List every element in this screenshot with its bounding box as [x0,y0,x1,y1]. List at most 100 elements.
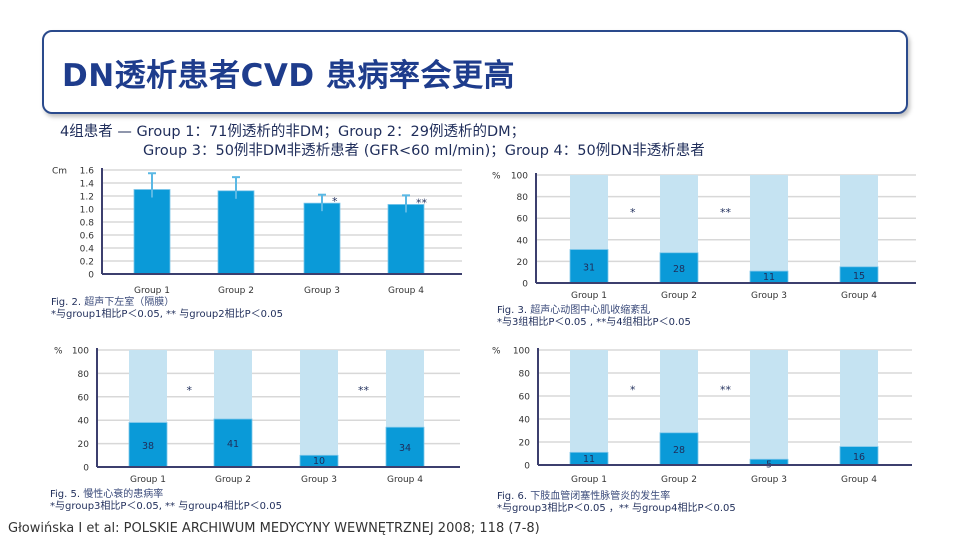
bar [217,190,255,275]
y-tick-label: 20 [519,439,531,449]
caption-fig: Fig. 6. [497,491,528,502]
y-tick-label: 0 [522,280,528,290]
chart-fig5: 0 20 40 60 80 100% 38 Group 1 41 Group 2 10 Group 3… [40,340,470,494]
data-label: 31 [583,262,595,273]
y-tick-label: 80 [519,370,531,380]
data-label: 28 [673,264,685,275]
bar [128,422,168,468]
y-tick-label: 0.4 [80,245,95,255]
x-tick-label: Group 2 [215,475,251,485]
subtitle-line-1: 4组患者 — Group 1：71例透析的非DM；Group 2：29例透析的D… [60,124,526,140]
significance-marker: * [630,383,636,396]
y-tick-label: 0.8 [80,219,95,229]
data-label: 41 [227,439,239,450]
caption-title: 超声心动图中心肌收缩紊乱 [530,305,651,316]
bar-background [570,350,608,465]
significance-marker: * [187,384,193,397]
caption-note: *与group1相比P＜0.05, ** 与group2相比P＜0.05 [51,309,283,320]
data-label: 10 [313,456,325,467]
x-tick-label: Group 3 [751,291,787,301]
bar [303,202,341,275]
y-axis-label: % [492,347,501,357]
y-tick-label: 0 [524,462,530,472]
data-label: 11 [583,454,595,465]
y-tick-label: 20 [78,440,90,450]
y-tick-label: 1.0 [80,206,95,216]
y-axis-label: % [492,172,501,182]
caption-title: 下肢血管闭塞性脉管炎的发生率 [530,491,671,502]
significance-marker: * [630,206,636,219]
caption-fig: Fig. 2. [51,297,82,308]
chart-svg: 0 20 40 60 80 100% 31 Group 1 28 Group 2 11 Group 3… [492,172,916,301]
caption-note: *与group3相比P＜0.05 ，** 与group4相比P＜0.05 [497,503,736,514]
y-tick-label: 100 [511,172,528,182]
chart-svg: 0 20 40 60 80 100% 38 Group 1 41 Group 2 10 Group 3… [54,347,460,485]
y-tick-label: 60 [78,393,90,403]
y-tick-label: 80 [517,193,529,203]
x-tick-label: Group 4 [841,475,877,485]
subtitle-line-2: Group 3：50例非DM非透析患者 (GFR<60 ml/min)；Grou… [143,143,705,159]
bar-background [840,350,878,465]
data-label: 15 [853,271,865,282]
x-tick-label: Group 1 [134,286,170,296]
caption-title: 慢性心衰的患病率 [83,489,164,500]
y-tick-label: 1.6 [80,167,95,177]
bar [659,432,699,466]
caption-note: *与3组相比P＜0.05 , **与4组相比P＜0.05 [497,317,691,328]
bar [213,418,253,468]
y-tick-label: 80 [78,370,90,380]
x-tick-label: Group 2 [661,291,697,301]
significance-marker: ** [720,383,732,396]
caption-fig3: Fig. 3. 超声心动图中心肌收缩紊乱 *与3组相比P＜0.05 , **与4… [497,305,691,329]
y-tick-label: 1.4 [80,180,95,190]
chart-fig2: 0 0.2 0.4 0.6 0.8 1.0 1.2 1.4 1.6 Cm Group 1 Group … [40,160,470,304]
x-tick-label: Group 3 [301,475,337,485]
bar [133,189,171,275]
chart-fig3: 0 20 40 60 80 100% 31 Group 1 28 Group 2 11 Group 3… [480,165,920,309]
bar [385,426,425,468]
x-tick-label: Group 2 [218,286,254,296]
bar [387,204,425,275]
y-tick-label: 0.2 [80,258,94,268]
x-tick-label: Group 1 [130,475,166,485]
data-label: 16 [853,452,865,463]
x-tick-label: Group 4 [387,475,423,485]
x-tick-label: Group 2 [661,475,697,485]
data-label: 28 [673,445,685,456]
significance-marker: ** [720,206,732,219]
y-tick-label: 0 [83,464,89,474]
data-label: 38 [142,441,154,452]
y-tick-label: 60 [519,393,531,403]
x-tick-label: Group 3 [751,475,787,485]
bar [659,252,699,284]
data-label: 11 [763,272,775,283]
caption-title: 超声下左室（隔膜） [84,297,175,308]
y-tick-label: 20 [517,258,529,268]
y-axis-label: Cm [52,167,67,177]
y-tick-label: 0.6 [80,232,95,242]
citation: Głowińska I et al: POLSKIE ARCHIWUM MEDY… [8,521,540,536]
x-tick-label: Group 4 [388,286,424,296]
caption-fig: Fig. 5. [50,489,81,500]
bar-background [750,175,788,283]
x-tick-label: Group 1 [571,475,607,485]
bar-background [300,350,338,467]
y-tick-label: 100 [513,347,530,357]
x-tick-label: Group 4 [841,291,877,301]
x-tick-label: Group 3 [304,286,340,296]
y-tick-label: 1.2 [80,193,94,203]
bar-background [840,175,878,283]
y-tick-label: 40 [519,416,531,426]
title-box: DN透析患者CVD 患病率会更高 [42,30,908,114]
caption-note: *与group3相比P＜0.05, ** 与group4相比P＜0.05 [50,501,282,512]
bar-background [750,350,788,465]
data-label: 34 [399,443,411,454]
y-axis-label: % [54,347,63,357]
slide-title: DN透析患者CVD 患病率会更高 [62,58,515,94]
y-tick-label: 40 [517,236,529,246]
y-tick-label: 0 [88,271,94,281]
y-tick-label: 60 [517,215,529,225]
significance-marker: ** [358,384,370,397]
caption-fig2: Fig. 2. 超声下左室（隔膜） *与group1相比P＜0.05, ** 与… [51,297,283,321]
